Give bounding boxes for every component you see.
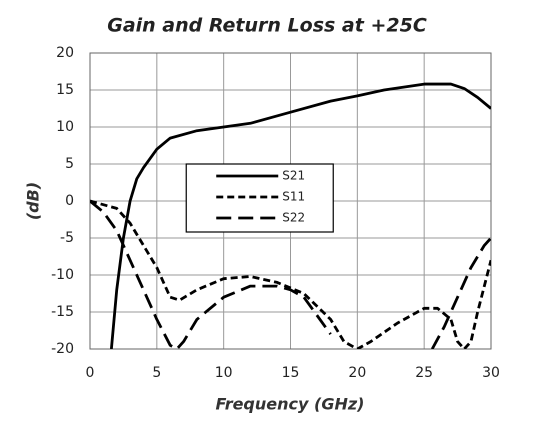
y-tick-label: -15: [51, 304, 74, 320]
y-tick-label: 0: [65, 193, 74, 209]
series-line: [109, 82, 491, 349]
legend-label: S21: [282, 169, 305, 183]
chart-title: Gain and Return Loss at +25C: [107, 15, 427, 37]
legend-box: [185, 163, 334, 233]
legend-label: S22: [282, 211, 305, 225]
x-tick-label: 20: [348, 365, 366, 381]
series-line: [90, 199, 491, 349]
x-axis-label: Frequency (GHz): [216, 395, 365, 414]
x-tick-label: 30: [482, 365, 500, 381]
x-tick-label: 10: [215, 365, 233, 381]
x-tick-label: 25: [415, 365, 433, 381]
x-tick-label: 5: [152, 365, 161, 381]
y-tick-label: 5: [65, 156, 74, 172]
y-tick-label: -10: [51, 267, 74, 283]
y-tick-label: 15: [56, 82, 74, 98]
y-tick-label: -20: [51, 341, 74, 357]
x-tick-label: 0: [86, 365, 95, 381]
legend-label: S11: [282, 190, 305, 204]
y-axis-label: (dB): [24, 182, 43, 220]
y-tick-label: -5: [60, 230, 74, 246]
x-tick-label: 15: [282, 365, 300, 381]
series-line: [90, 199, 491, 349]
y-tick-label: 20: [56, 45, 74, 61]
y-tick-label: 10: [56, 119, 74, 135]
